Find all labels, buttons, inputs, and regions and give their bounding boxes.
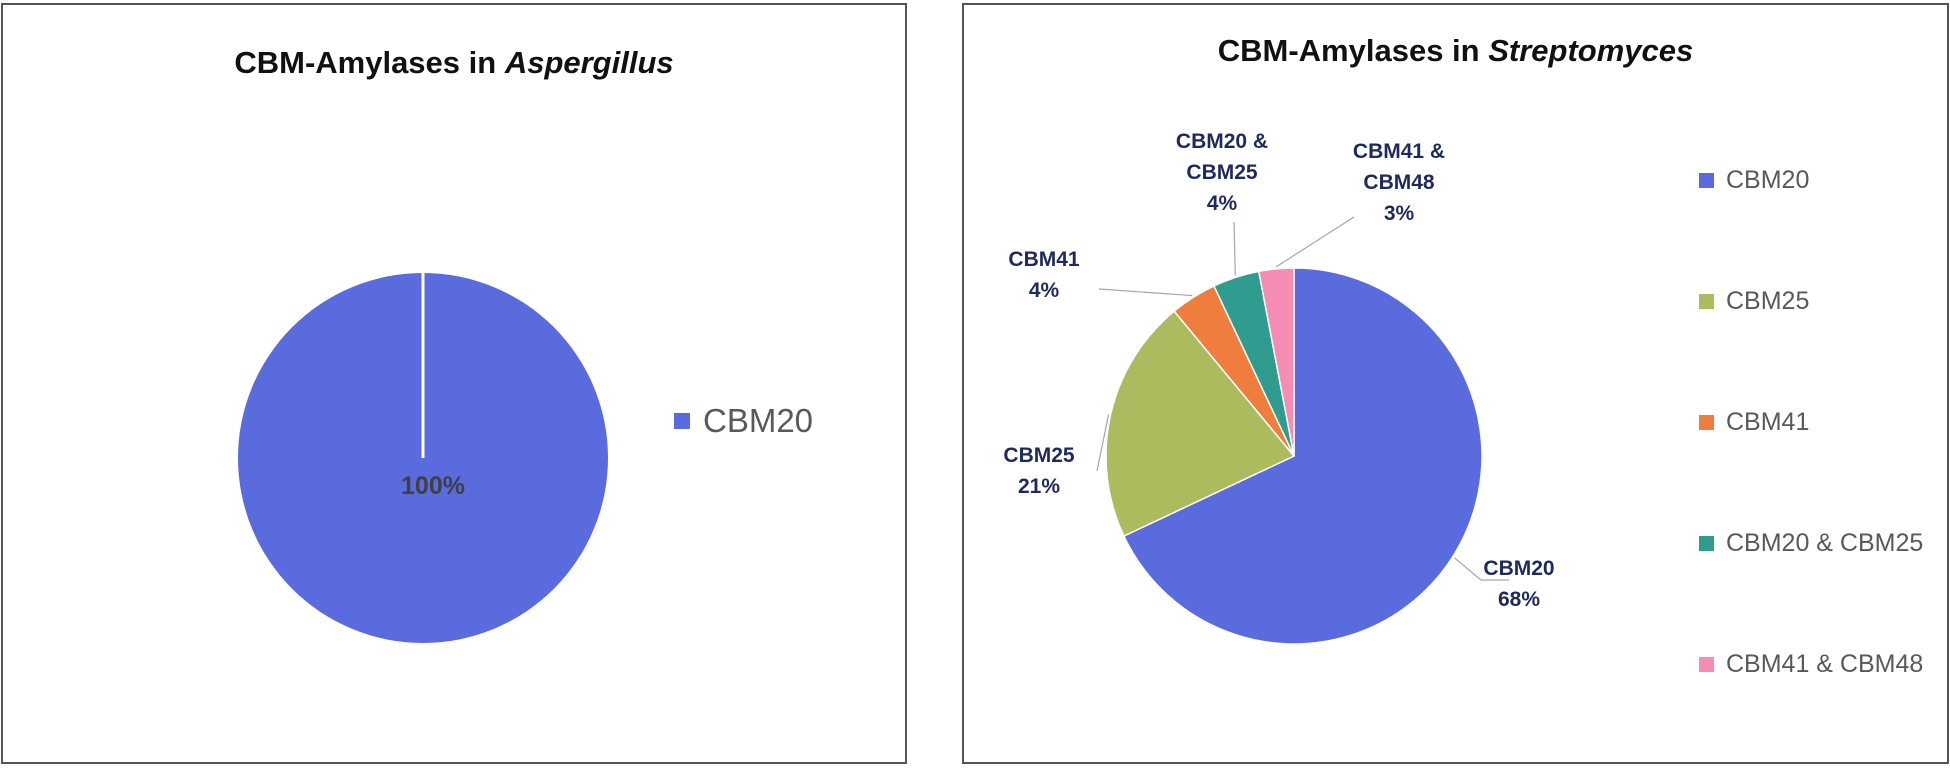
legend-label-cbm20: CBM20 bbox=[1726, 166, 1809, 194]
leader-line bbox=[1454, 557, 1509, 581]
pie-slice-cbm41-and-cbm48 bbox=[1257, 267, 1295, 457]
leader-line bbox=[1275, 216, 1355, 268]
chart-title-prefix: CBM-Amylases in bbox=[234, 45, 505, 80]
data-label-cbm20-and-cbm25: CBM20 & CBM25 4% bbox=[1176, 130, 1268, 215]
pie-slice-cbm20 bbox=[1122, 267, 1483, 645]
legend-swatch-cbm20-and-cbm25 bbox=[1699, 536, 1714, 551]
legend-swatch-cbm25 bbox=[1699, 294, 1714, 309]
legend-label-cbm41: CBM41 bbox=[1726, 408, 1809, 436]
data-label-cbm41: CBM41 4% bbox=[1008, 248, 1080, 302]
legend-label-cbm25: CBM25 bbox=[1726, 287, 1809, 315]
data-label: 100% bbox=[401, 472, 465, 500]
legend-label-cbm41-and-cbm48: CBM41 & CBM48 bbox=[1726, 650, 1923, 678]
chart-title: CBM-Amylases in Aspergillus bbox=[3, 45, 905, 81]
data-label-cbm20: CBM20 68% bbox=[1483, 557, 1554, 611]
chart-panel-streptomyces: CBM-Amylases in Streptomyces CBM20 68% CBM… bbox=[962, 3, 1949, 764]
pie-chart-aspergillus: 100% CBM20 bbox=[238, 273, 813, 643]
legend-swatch-cbm41 bbox=[1699, 415, 1714, 430]
leader-line bbox=[1096, 414, 1110, 472]
leader-line bbox=[1098, 288, 1193, 297]
pie-chart-streptomyces: CBM20 68% CBM25 21% CBM41 4% CBM20 & CBM25 4% CBM… bbox=[1003, 130, 1923, 678]
chart-title-italic: Streptomyces bbox=[1488, 33, 1694, 68]
pie-slice-cbm25 bbox=[1105, 310, 1296, 538]
legend-swatch bbox=[674, 413, 690, 429]
chart-title-prefix: CBM-Amylases in bbox=[1217, 33, 1489, 68]
chart-title: CBM-Amylases in Streptomyces bbox=[964, 33, 1947, 69]
legend-label-cbm20-and-cbm25: CBM20 & CBM25 bbox=[1726, 529, 1923, 557]
legend-swatch-cbm41-and-cbm48 bbox=[1699, 657, 1714, 672]
data-label-cbm41-and-cbm48: CBM41 & CBM48 3% bbox=[1353, 140, 1445, 225]
legend-swatch-cbm20 bbox=[1699, 173, 1714, 188]
data-label-cbm25: CBM25 21% bbox=[1003, 444, 1075, 498]
legend-label: CBM20 bbox=[703, 402, 813, 439]
leader-line bbox=[1233, 221, 1236, 276]
chart-panel-aspergillus: CBM-Amylases in Aspergillus 100% CBM20 bbox=[1, 3, 907, 764]
chart-title-italic: Aspergillus bbox=[504, 45, 674, 80]
